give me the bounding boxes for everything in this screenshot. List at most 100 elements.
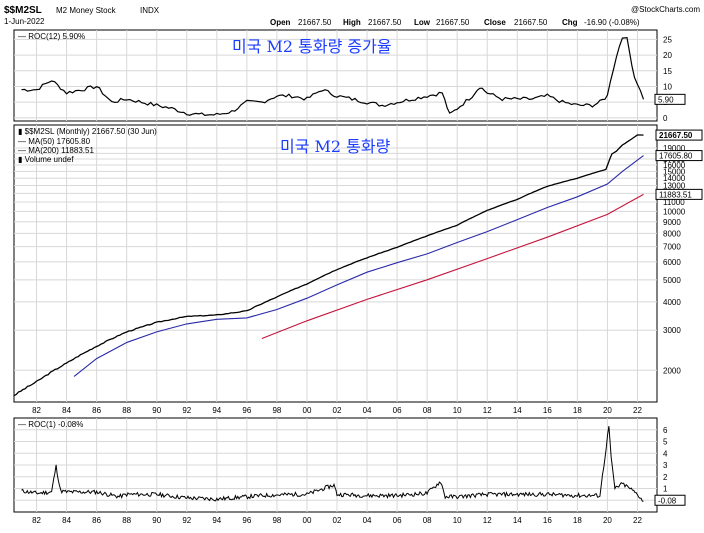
roc12-line	[21, 37, 645, 117]
m2-x-tick-label: 98	[272, 406, 281, 415]
ma50-legend: — MA(50) 17605.80	[18, 137, 91, 146]
roc1-x-tick-label: 04	[363, 516, 372, 525]
roc1-x-tick-label: 18	[573, 516, 582, 525]
m2-y-tick-label: 6000	[663, 258, 681, 267]
roc1-y-tick-label: 5	[663, 438, 668, 447]
m2-y-tick-label: 11000	[663, 198, 685, 207]
m2-panel	[13, 124, 658, 403]
volume-legend: ▮ Volume undef	[18, 155, 74, 164]
m2-price-line	[13, 134, 644, 397]
m2-x-tick-label: 10	[453, 406, 462, 415]
m2-x-tick-label: 16	[543, 406, 552, 415]
m2-x-tick-label: 00	[303, 406, 312, 415]
roc1-x-tick-label: 08	[423, 516, 432, 525]
m2-x-tick-label: 84	[62, 406, 71, 415]
roc12-value-tag: 5.90	[658, 95, 674, 104]
m2-x-tick-label: 06	[393, 406, 402, 415]
m2-legend: ▮ $$M2SL (Monthly) 21667.50 (30 Jun)	[18, 127, 157, 136]
ma200-tag: 11883.51	[659, 190, 692, 199]
close-label: Close	[484, 18, 506, 27]
roc12-y-tick-label: 10	[663, 82, 672, 91]
roc1-y-tick-label: 6	[663, 426, 668, 435]
m2-x-tick-label: 96	[242, 406, 251, 415]
roc1-y-tick-label: 2	[663, 473, 668, 482]
roc12-y-tick-label: 20	[663, 51, 672, 60]
roc1-legend: — ROC(1) -0.08%	[18, 420, 83, 429]
roc1-x-tick-label: 00	[303, 516, 312, 525]
m2-x-tick-label: 88	[122, 406, 131, 415]
roc1-line	[21, 426, 644, 502]
m2-x-tick-label: 94	[212, 406, 221, 415]
roc1-x-tick-label: 20	[603, 516, 612, 525]
m2-x-tick-label: 22	[633, 406, 642, 415]
m2-y-tick-label: 15000	[663, 167, 686, 176]
annotation-main: 미국 M2 통화량	[280, 137, 391, 156]
roc12-y-tick-label: 15	[663, 67, 672, 76]
roc1-x-tick-label: 84	[62, 516, 71, 525]
ma200-tag-box	[655, 188, 703, 200]
m2-y-tick-label: 3000	[663, 326, 681, 335]
open-value: 21667.50	[298, 18, 332, 27]
m2-y-tick-label: 14000	[663, 174, 686, 183]
date-text: 1-Jun-2022	[4, 17, 45, 26]
roc1-y-tick-label: 4	[663, 449, 668, 458]
m2-x-tick-label: 18	[573, 406, 582, 415]
roc1-x-tick-label: 98	[272, 516, 281, 525]
m2-y-tick-label: 9000	[663, 218, 681, 227]
roc1-x-tick-label: 10	[453, 516, 462, 525]
roc1-x-tick-label: 06	[393, 516, 402, 525]
roc12-value-box	[654, 93, 686, 105]
roc1-x-tick-label: 22	[633, 516, 642, 525]
m2-y-tick-label: 10000	[663, 207, 686, 216]
roc1-x-tick-label: 90	[152, 516, 161, 525]
roc1-x-tick-label: 82	[32, 516, 41, 525]
m2-x-tick-label: 86	[92, 406, 101, 415]
roc1-x-tick-label: 14	[513, 516, 522, 525]
credit-text: @StockCharts.com	[631, 5, 700, 14]
m2-x-tick-label: 20	[603, 406, 612, 415]
roc12-legend: — ROC(12) 5.90%	[18, 32, 85, 41]
roc1-value-tag: -0.08	[658, 496, 677, 505]
m2-y-tick-label: 13000	[663, 182, 686, 191]
ma50-tag: 17605.80	[659, 152, 693, 161]
m2-x-tick-label: 12	[483, 406, 492, 415]
ohlc-row: Open 21667.50 High 21667.50 Low 21667.50…	[270, 18, 640, 27]
ma200-line	[261, 193, 644, 340]
exchange-text: INDX	[140, 6, 160, 15]
m2-y-tick-label: 8000	[663, 229, 681, 238]
m2-x-tick-label: 04	[363, 406, 372, 415]
roc12-y-tick-label: 0	[663, 114, 668, 123]
open-label: Open	[270, 18, 291, 27]
high-value: 21667.50	[368, 18, 402, 27]
ma200-legend: — MA(200) 11883.51	[18, 146, 94, 155]
m2-x-tick-label: 90	[152, 406, 161, 415]
annotation-top: 미국 M2 통화량 증가율	[232, 37, 392, 56]
ma50-line	[73, 155, 644, 377]
m2-x-tick-label: 92	[182, 406, 191, 415]
roc1-y-tick-label: 1	[663, 485, 668, 494]
series-name: M2 Money Stock	[56, 6, 117, 15]
roc1-x-tick-label: 94	[212, 516, 221, 525]
roc1-value-box	[654, 494, 686, 506]
roc12-panel	[13, 29, 658, 122]
m2-y-tick-label: 19000	[663, 144, 686, 153]
m2-y-tick-label: 2000	[663, 366, 681, 375]
m2-x-tick-label: 08	[423, 406, 432, 415]
roc1-x-tick-label: 92	[182, 516, 191, 525]
high-label: High	[343, 18, 361, 27]
close-value: 21667.50	[514, 18, 548, 27]
price-tag-box	[655, 129, 703, 141]
roc1-x-tick-label: 88	[122, 516, 131, 525]
price-tag: 21667.50	[659, 131, 693, 140]
roc1-x-tick-label: 96	[242, 516, 251, 525]
low-value: 21667.50	[436, 18, 470, 27]
m2-x-tick-label: 14	[513, 406, 522, 415]
chg-value: -16.90 (-0.08%)	[584, 18, 640, 27]
m2-y-tick-label: 4000	[663, 298, 681, 307]
chg-label: Chg	[562, 18, 578, 27]
m2-y-tick-label: 16000	[663, 161, 686, 170]
m2-x-tick-label: 82	[32, 406, 41, 415]
m2-y-tick-label: 5000	[663, 276, 681, 285]
roc1-y-tick-label: 3	[663, 461, 668, 470]
